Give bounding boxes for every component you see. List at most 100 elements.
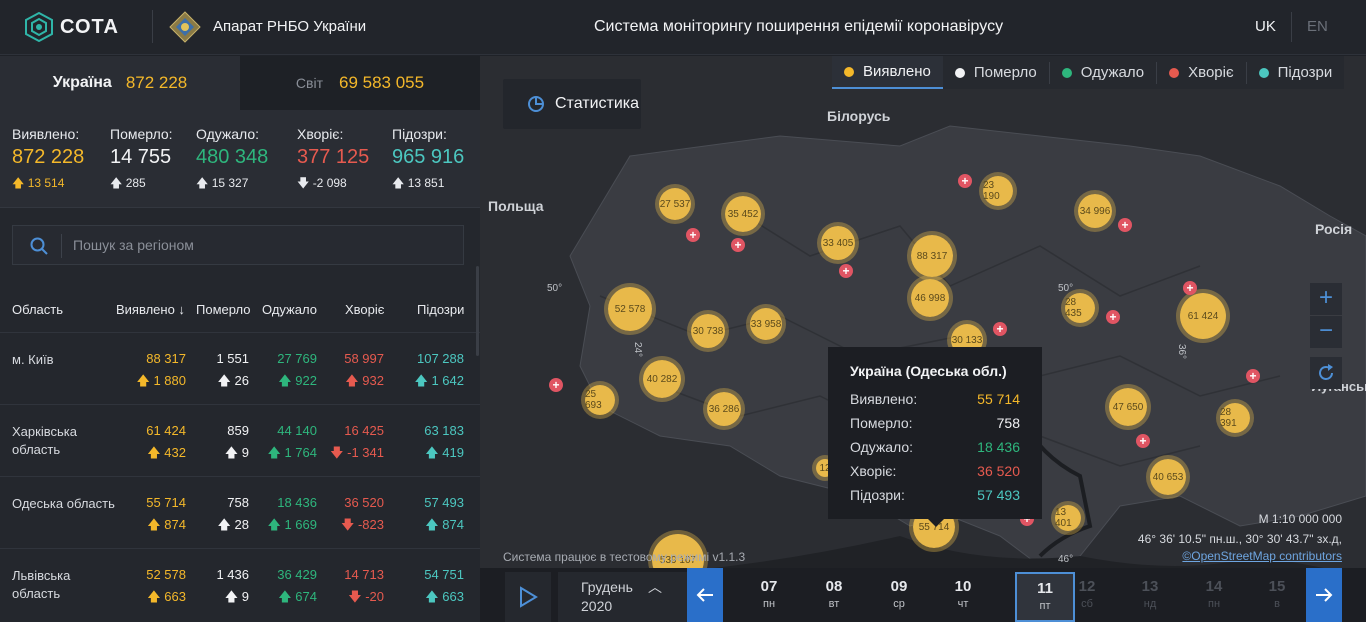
tooltip-label: Померло: [850,415,913,431]
case-cluster[interactable]: 33 405 [817,222,859,264]
legend-recovered[interactable]: Одужало [1050,56,1156,89]
day-item[interactable]: 13 нд [1130,578,1170,610]
case-cluster[interactable]: 40 282 [639,356,685,402]
arrow-up-icon: 🡅 [267,517,281,532]
case-cluster[interactable]: 13 401 [1051,501,1085,535]
day-item[interactable]: 08 вт [814,578,854,610]
case-cluster[interactable]: 88 317 [907,231,957,281]
hospital-icon[interactable]: + [731,238,745,252]
case-cluster[interactable]: 46 998 [907,275,953,321]
osm-attribution-link[interactable]: ©OpenStreetMap contributors [1182,549,1342,563]
case-cluster[interactable]: 30 738 [687,310,729,352]
case-cluster[interactable]: 61 424 [1176,289,1230,343]
org-name: Апарат РНБО України [213,18,367,35]
hospital-icon[interactable]: + [686,228,700,242]
case-cluster[interactable]: 25 693 [581,381,619,419]
day-item[interactable]: 10 чт [943,578,983,610]
tooltip-label: Хворіє: [850,463,897,479]
hospital-icon[interactable]: + [1106,310,1120,324]
legend-confirmed[interactable]: Виявлено [832,56,943,89]
table-row[interactable]: Харківська область 61 424 🡅 432 859 🡅 9 44 14… [0,404,480,476]
legend-label: Виявлено [863,63,931,80]
pie-chart-icon [528,96,544,112]
search-input[interactable] [73,226,453,264]
case-cluster[interactable]: 28 391 [1216,399,1254,437]
case-cluster[interactable]: 27 537 [655,184,695,224]
label-russia: Росія [1315,221,1353,237]
prev-day-button[interactable] [687,568,723,622]
zoom-out-button[interactable]: − [1310,316,1342,348]
case-cluster[interactable]: 40 653 [1146,455,1190,499]
day-item[interactable]: 12 сб [1067,578,1107,610]
day-item[interactable]: 14 пн [1194,578,1234,610]
col-dead[interactable]: Померло [196,302,251,317]
day-item[interactable]: 07 пн [749,578,789,610]
hospital-icon[interactable]: + [549,378,563,392]
table-row[interactable]: Одеська область 55 714 🡅 874 758 🡅 28 18 436 🡅… [0,476,480,548]
day-selected[interactable]: 11 пт [1015,572,1075,622]
hospital-icon[interactable]: + [1118,218,1132,232]
day-item[interactable]: 09 ср [879,578,919,610]
zoom-in-button[interactable]: + [1310,283,1342,315]
day-number: 14 [1205,578,1223,595]
legend-sick[interactable]: Хворіє [1157,56,1245,89]
col-recovered[interactable]: Одужало [262,302,317,317]
tab-world[interactable]: Світ 69 583 055 [240,56,480,110]
table-row[interactable]: м. Київ 88 317 🡅 1 880 1 551 🡅 26 27 769 🡅 922… [0,332,480,404]
legend-divider [1245,62,1247,84]
lang-en[interactable]: EN [1307,18,1328,35]
case-cluster[interactable]: 36 286 [703,388,745,430]
tab-world-total: 69 583 055 [338,73,425,92]
sota-logo[interactable]: СОТА [24,12,119,42]
play-button[interactable] [505,572,551,622]
col-region[interactable]: Область [12,302,64,317]
statistics-button[interactable]: Статистика [503,79,641,129]
system-title: Система моніторингу поширення епідемії к… [594,18,1004,35]
cell-delta-value: 1 764 [284,445,317,460]
legend-suspected[interactable]: Підозри [1247,56,1345,89]
top-header: СОТА Апарат РНБО України Система монітор… [0,0,1366,55]
tooltip-title: Україна (Одеська обл.) [850,363,1007,379]
tooltip-label: Одужало: [850,439,914,455]
cell-delta: 🡅 9 [225,444,249,466]
refresh-button[interactable] [1310,357,1342,389]
next-day-button[interactable] [1306,568,1342,622]
arrow-up-icon: 🡅 [217,373,231,388]
hospital-icon[interactable]: + [1183,281,1197,295]
tooltip-value: 55 714 [977,391,1020,407]
col-suspected[interactable]: Підозри [417,302,465,317]
lang-uk[interactable]: UK [1255,18,1276,35]
panel-scrollbar[interactable] [476,266,479,356]
cell-delta-value: 674 [295,589,317,604]
cell-delta-value: 932 [362,373,384,388]
hospital-icon[interactable]: + [1246,369,1260,383]
cell-delta: 🡇 -1 341 [330,444,384,466]
cell-delta: 🡅 432 [147,444,186,466]
arrow-up-icon: 🡅 [224,589,239,604]
day-item[interactable]: 15 в [1257,578,1297,610]
hospital-icon[interactable]: + [1136,434,1150,448]
col-confirmed[interactable]: Виявлено ↓ [116,302,185,317]
stat-value: 872 228 [12,146,85,168]
cell-delta: 🡅 663 [147,588,186,610]
hospital-icon[interactable]: + [958,174,972,188]
month-selector[interactable]: Грудень 2020 ︿ [558,572,688,622]
case-cluster[interactable]: 34 996 [1074,190,1116,232]
legend-dead[interactable]: Померло [943,56,1049,89]
stat-label: Підозри: [392,126,447,142]
case-cluster[interactable]: 35 452 [721,192,765,236]
col-sick[interactable]: Хворіє [345,302,385,317]
search-icon[interactable] [29,236,49,256]
case-cluster[interactable]: 33 958 [746,304,786,344]
tab-world-label: Світ [295,75,323,91]
hospital-icon[interactable]: + [839,264,853,278]
grid-lat-label: 50° [1058,283,1074,294]
case-cluster[interactable]: 28 435 [1061,289,1099,327]
case-cluster[interactable]: 23 190 [979,172,1017,210]
hospital-icon[interactable]: + [993,322,1007,336]
tab-ukraine[interactable]: Україна 872 228 [0,56,240,110]
cell-value: 55 714 [146,495,186,510]
case-cluster[interactable]: 47 650 [1105,384,1151,430]
case-cluster[interactable]: 52 578 [604,283,656,335]
table-row[interactable]: Львівська область 52 578 🡅 663 1 436 🡅 9 36 4… [0,548,480,620]
